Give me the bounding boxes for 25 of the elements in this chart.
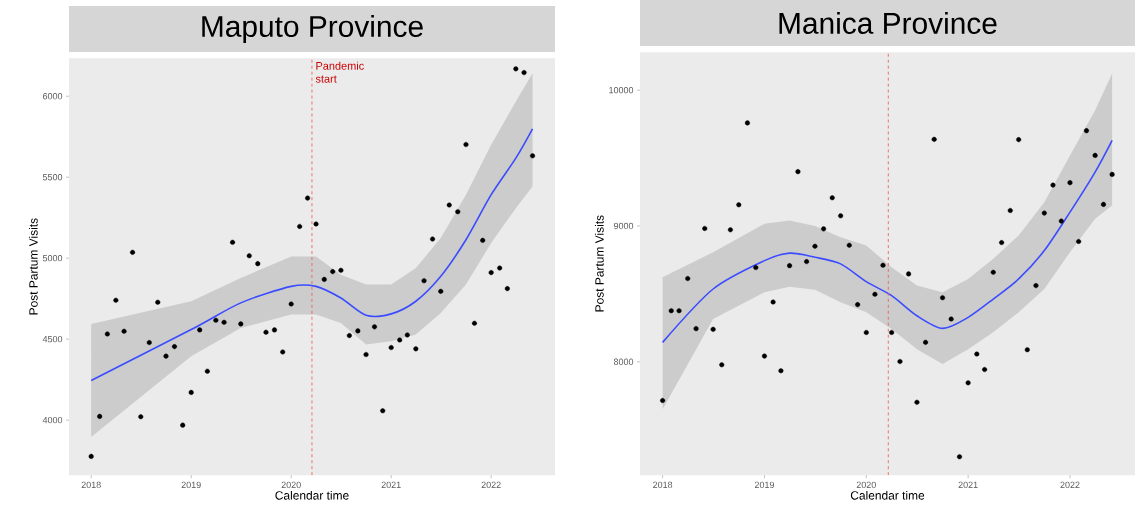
chart-title: Manica Province — [779, 11, 997, 34]
y-tick-label: 4000 — [42, 416, 63, 424]
x-tick-label: 2021 — [958, 481, 978, 488]
x-tick-label: 2022 — [481, 481, 501, 488]
x-tick-label: 2022 — [1060, 481, 1080, 488]
ref-line-label: Pandemic start — [315, 61, 364, 83]
x-tick-label: 2018 — [81, 481, 101, 488]
y-tick-label: 8000 — [613, 358, 634, 365]
chart-title: Maputo Province — [202, 14, 423, 43]
x-tick-label: 2018 — [653, 481, 673, 488]
y-tick-label: 5500 — [42, 173, 63, 181]
x-tick-label: 2020 — [856, 481, 876, 488]
y-axis-title: Post Partum Visits — [28, 218, 38, 315]
y-tick-label: 4500 — [42, 335, 63, 343]
y-tick-label: 9000 — [613, 222, 634, 230]
y-tick-label: 10000 — [609, 86, 634, 94]
x-tick-label: 2019 — [754, 481, 774, 488]
x-axis-title: Calendar time — [850, 490, 925, 500]
x-tick-label: 2020 — [281, 481, 301, 488]
x-axis-title: Calendar time — [275, 490, 349, 500]
x-tick-label: 2021 — [381, 481, 401, 488]
y-axis-title: Post Partum Visits — [594, 215, 604, 312]
x-tick-label: 2019 — [181, 481, 201, 488]
y-tick-label: 6000 — [43, 92, 63, 100]
y-tick-label: 5000 — [42, 254, 63, 262]
